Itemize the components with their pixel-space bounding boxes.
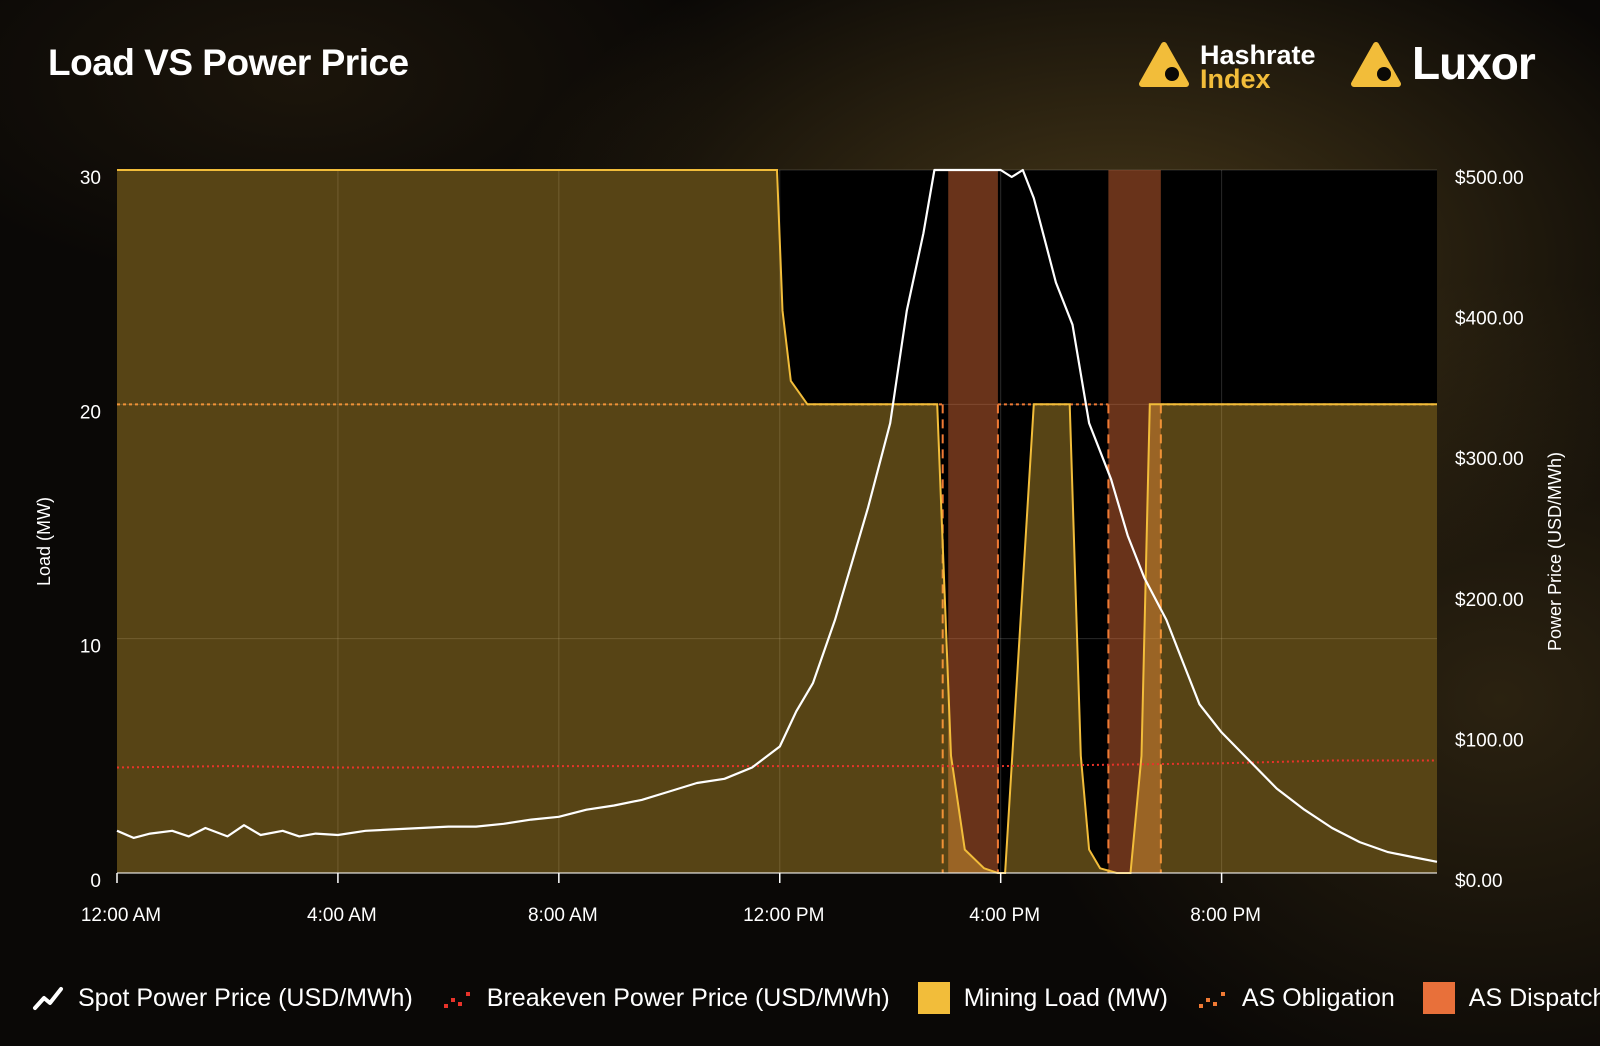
line-chart-icon: [32, 982, 64, 1014]
dashed-line-icon: [1196, 982, 1228, 1014]
y-left-tick-label: 0: [90, 871, 101, 892]
x-tick-label: 8:00 PM: [1190, 905, 1261, 926]
x-tick-label: 12:00 AM: [81, 905, 161, 926]
legend-item-mining-load[interactable]: Mining Load (MW): [917, 982, 1168, 1014]
y-right-tick-label: $400.00: [1455, 309, 1524, 330]
legend-label: AS Obligation: [1241, 983, 1395, 1012]
brand-luxor: Luxor: [1412, 37, 1536, 89]
y-left-tick-label: 30: [80, 168, 101, 189]
y-left-tick-label: 10: [80, 637, 101, 658]
legend-item-as-dispatch[interactable]: AS Dispatch: [1422, 982, 1600, 1014]
legend-item-breakeven-price[interactable]: Breakeven Power Price (USD/MWh): [441, 982, 890, 1014]
brand-index: Index: [1200, 64, 1271, 94]
mining-load-area: [117, 170, 1437, 873]
plot-area: [117, 170, 1437, 873]
legend-label: AS Dispatch: [1468, 983, 1600, 1012]
legend-item-spot-price[interactable]: Spot Power Price (USD/MWh): [32, 982, 413, 1014]
spot-price-line: [116, 168, 1438, 863]
as-dispatch-bar: [1108, 170, 1161, 873]
y-right-axis-label: Power Price (USD/MWh): [1545, 452, 1565, 651]
legend-label: Spot Power Price (USD/MWh): [78, 983, 413, 1012]
x-tick-label: 4:00 AM: [307, 905, 377, 926]
chart-legend: Spot Power Price (USD/MWh) Breakeven Pow…: [32, 978, 1600, 1018]
filled-square-icon: [917, 982, 950, 1014]
page-title: Load VS Power Price: [48, 42, 409, 83]
filled-square-icon: [1422, 982, 1455, 1014]
dotted-line-icon: [441, 982, 473, 1014]
y-right-tick-label: $200.00: [1455, 590, 1524, 611]
legend-label: Breakeven Power Price (USD/MWh): [486, 983, 890, 1012]
x-tick-label: 8:00 AM: [528, 905, 598, 926]
breakeven-line: [116, 759, 1437, 769]
legend-label: Mining Load (MW): [963, 983, 1168, 1012]
legend-item-as-obligation[interactable]: AS Obligation: [1196, 982, 1395, 1014]
y-left-tick-label: 20: [80, 402, 101, 423]
y-right-tick-label: $500.00: [1455, 168, 1524, 189]
y-right-tick-label: $300.00: [1455, 449, 1524, 470]
as-dispatch-bar: [948, 170, 998, 873]
brand-hashrate: Hashrate: [1200, 40, 1316, 70]
load-vs-price-chart: 12:00 AM 4:00 AM 8:00 AM 12:00 PM 4:00 PM 8:0…: [34, 168, 1565, 926]
luxor-triangle-icon: [1351, 42, 1401, 87]
y-right-tick-label: $100.00: [1455, 730, 1524, 751]
y-right-tick-label: $0.00: [1455, 871, 1503, 892]
x-tick-label: 4:00 PM: [969, 905, 1040, 926]
y-left-axis-label: Load (MW): [34, 497, 54, 586]
hashrate-triangle-icon: [1139, 42, 1189, 87]
x-tick-label: 12:00 PM: [743, 905, 824, 926]
